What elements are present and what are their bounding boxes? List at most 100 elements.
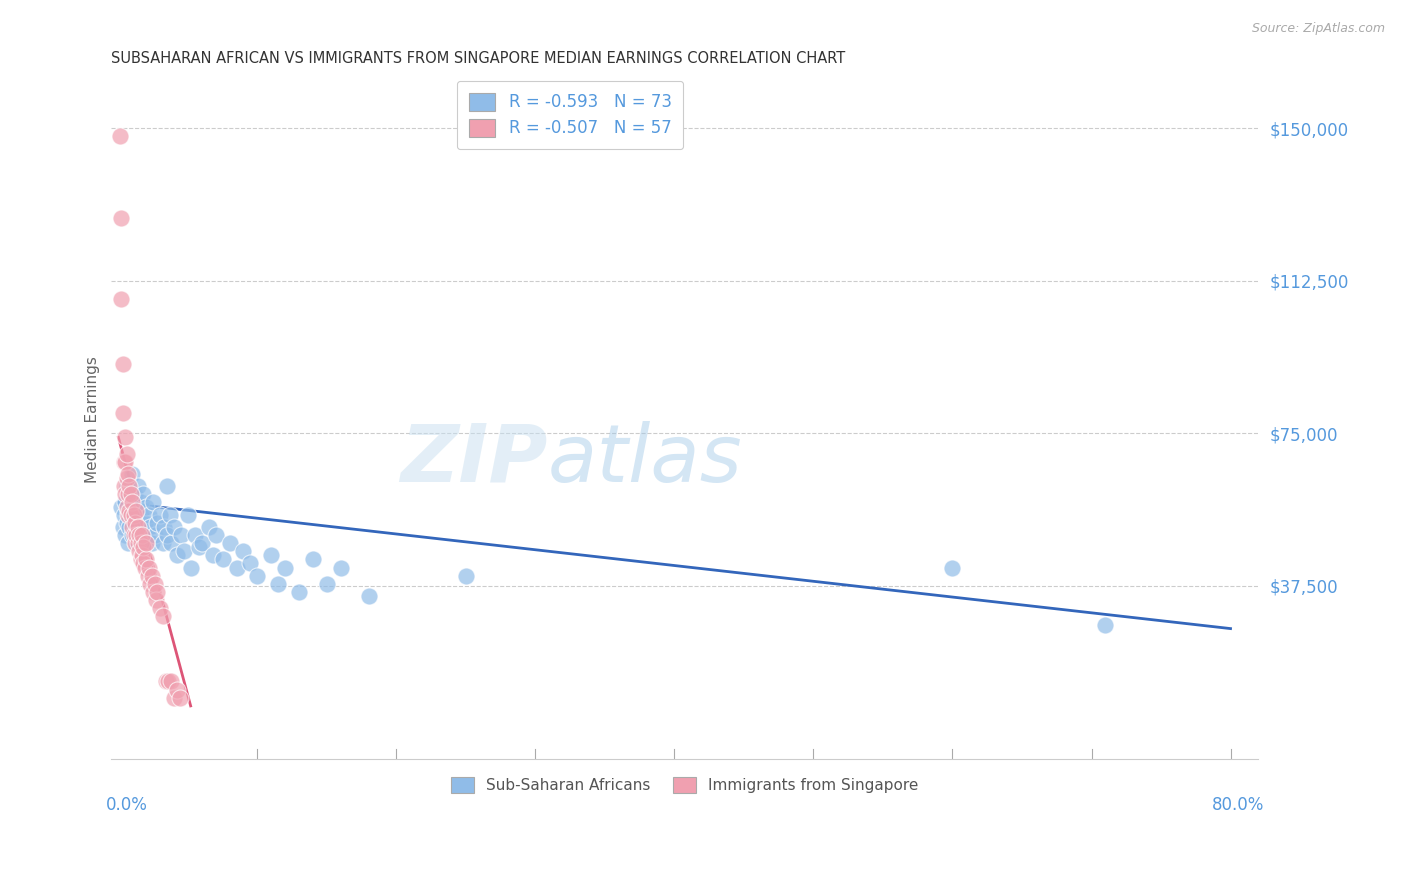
Point [125, 536, 148, 550]
Point [121, 495, 143, 509]
Point [111, 406, 134, 420]
Point [166, 682, 188, 697]
Point [138, 560, 160, 574]
Point [135, 552, 157, 566]
Point [225, 560, 247, 574]
Point [110, 500, 132, 514]
Point [112, 455, 135, 469]
Point [120, 500, 142, 514]
Point [218, 536, 240, 550]
Point [177, 508, 200, 522]
Point [125, 503, 148, 517]
Point [129, 508, 152, 522]
Point [184, 528, 207, 542]
Point [118, 479, 141, 493]
Point [138, 508, 160, 522]
Point [121, 528, 143, 542]
Point [120, 508, 142, 522]
Point [118, 520, 141, 534]
Point [170, 528, 193, 542]
Point [169, 690, 191, 705]
Point [115, 471, 138, 485]
Point [114, 430, 136, 444]
Point [149, 601, 172, 615]
Text: 80.0%: 80.0% [1212, 797, 1264, 814]
Point [239, 557, 262, 571]
Point [139, 520, 162, 534]
Point [156, 479, 179, 493]
Point [288, 585, 311, 599]
Point [110, 211, 132, 225]
Point [191, 536, 214, 550]
Point [125, 508, 148, 522]
Point [149, 508, 172, 522]
Text: ZIP: ZIP [399, 421, 547, 499]
Point [129, 552, 152, 566]
Point [132, 557, 155, 571]
Point [156, 528, 179, 542]
Point [117, 503, 139, 517]
Point [159, 508, 181, 522]
Point [141, 536, 163, 550]
Point [111, 357, 134, 371]
Text: SUBSAHARAN AFRICAN VS IMMIGRANTS FROM SINGAPORE MEDIAN EARNINGS CORRELATION CHAR: SUBSAHARAN AFRICAN VS IMMIGRANTS FROM SI… [111, 51, 845, 66]
Point [125, 528, 148, 542]
Point [188, 540, 211, 554]
Point [117, 467, 139, 481]
Point [115, 447, 138, 461]
Point [121, 467, 143, 481]
Point [122, 495, 145, 509]
Point [115, 479, 138, 493]
Point [131, 549, 153, 563]
Point [115, 516, 138, 530]
Legend: Sub-Saharan Africans, Immigrants from Singapore: Sub-Saharan Africans, Immigrants from Si… [441, 768, 928, 802]
Point [160, 536, 183, 550]
Point [108, 129, 131, 144]
Point [127, 500, 149, 514]
Point [120, 487, 142, 501]
Point [129, 495, 152, 509]
Point [127, 479, 149, 493]
Point [111, 520, 134, 534]
Point [128, 528, 150, 542]
Point [152, 609, 174, 624]
Point [117, 487, 139, 501]
Point [274, 560, 297, 574]
Point [120, 508, 142, 522]
Point [315, 577, 337, 591]
Point [112, 479, 135, 493]
Point [197, 520, 219, 534]
Point [124, 520, 146, 534]
Point [454, 568, 477, 582]
Point [211, 552, 233, 566]
Point [134, 516, 156, 530]
Point [143, 528, 166, 542]
Point [132, 487, 155, 501]
Point [115, 500, 138, 514]
Point [139, 577, 162, 591]
Point [204, 528, 226, 542]
Point [122, 508, 145, 522]
Point [129, 536, 152, 550]
Point [152, 536, 174, 550]
Point [302, 552, 325, 566]
Point [267, 577, 290, 591]
Point [357, 589, 380, 603]
Point [163, 690, 186, 705]
Point [141, 568, 163, 582]
Point [246, 568, 269, 582]
Point [112, 508, 135, 522]
Point [117, 536, 139, 550]
Point [142, 585, 165, 599]
Point [128, 528, 150, 542]
Point [166, 549, 188, 563]
Text: 0.0%: 0.0% [105, 797, 148, 814]
Point [329, 560, 352, 574]
Point [110, 292, 132, 306]
Point [114, 528, 136, 542]
Point [142, 495, 165, 509]
Point [173, 544, 195, 558]
Point [136, 568, 159, 582]
Point [155, 674, 177, 689]
Point [124, 516, 146, 530]
